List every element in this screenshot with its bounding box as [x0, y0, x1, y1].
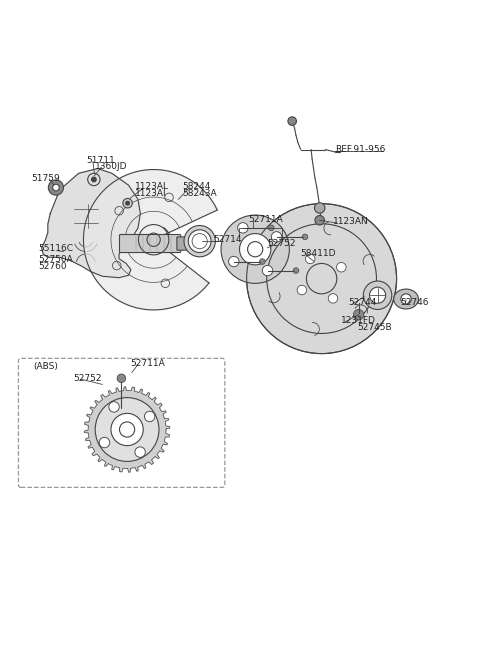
Circle shape [353, 309, 364, 320]
Circle shape [117, 374, 126, 383]
Text: 51711: 51711 [86, 155, 115, 164]
Circle shape [109, 402, 119, 412]
Circle shape [240, 234, 271, 265]
Text: 52752: 52752 [267, 240, 296, 248]
Circle shape [144, 411, 155, 422]
Text: 52750A: 52750A [38, 255, 73, 264]
Polygon shape [84, 387, 170, 472]
FancyBboxPatch shape [18, 358, 225, 487]
Polygon shape [84, 170, 217, 310]
Text: 1123AI: 1123AI [135, 189, 166, 198]
Circle shape [53, 184, 59, 191]
Text: 58411D: 58411D [301, 249, 336, 258]
Circle shape [111, 413, 143, 445]
Circle shape [262, 265, 273, 276]
Text: 52711A: 52711A [130, 358, 165, 367]
Text: 52746: 52746 [400, 298, 429, 307]
Text: 52714: 52714 [213, 235, 241, 244]
Text: 52752: 52752 [73, 374, 101, 383]
Circle shape [92, 177, 96, 182]
Text: 52711A: 52711A [249, 215, 283, 224]
Circle shape [363, 281, 392, 309]
Circle shape [95, 398, 159, 461]
Text: 52744: 52744 [348, 298, 376, 307]
Circle shape [123, 198, 132, 208]
Circle shape [259, 259, 265, 265]
Circle shape [305, 254, 315, 264]
Text: 1231FD: 1231FD [341, 316, 375, 325]
Text: 52760: 52760 [38, 262, 67, 271]
Circle shape [268, 225, 274, 231]
Circle shape [238, 223, 248, 233]
Text: REF.91-956: REF.91-956 [335, 145, 385, 154]
Circle shape [336, 263, 346, 272]
Circle shape [370, 287, 385, 303]
FancyBboxPatch shape [120, 234, 180, 253]
Circle shape [126, 201, 130, 205]
Circle shape [188, 230, 211, 253]
Circle shape [293, 268, 299, 273]
Circle shape [221, 215, 289, 284]
Text: 51759: 51759 [31, 174, 60, 183]
Circle shape [302, 234, 308, 240]
Circle shape [297, 286, 307, 295]
FancyBboxPatch shape [177, 237, 196, 250]
Text: 52745B: 52745B [358, 323, 392, 332]
Text: 1123AN: 1123AN [333, 217, 368, 226]
Circle shape [135, 447, 145, 457]
Circle shape [228, 256, 239, 267]
Text: 58243A: 58243A [182, 189, 217, 198]
Circle shape [315, 215, 324, 225]
Circle shape [314, 202, 325, 213]
Circle shape [184, 225, 216, 257]
Text: 58244: 58244 [182, 182, 211, 191]
Text: 1360JD: 1360JD [96, 162, 128, 171]
Circle shape [328, 293, 338, 303]
Circle shape [401, 294, 411, 305]
Text: 1123AL: 1123AL [135, 182, 168, 191]
Circle shape [48, 180, 63, 195]
Circle shape [288, 117, 297, 125]
Polygon shape [42, 168, 140, 278]
Circle shape [247, 204, 396, 354]
Text: 55116C: 55116C [38, 244, 73, 253]
Text: (ABS): (ABS) [34, 362, 59, 371]
Circle shape [271, 232, 282, 242]
Circle shape [99, 438, 110, 448]
Ellipse shape [394, 289, 419, 309]
